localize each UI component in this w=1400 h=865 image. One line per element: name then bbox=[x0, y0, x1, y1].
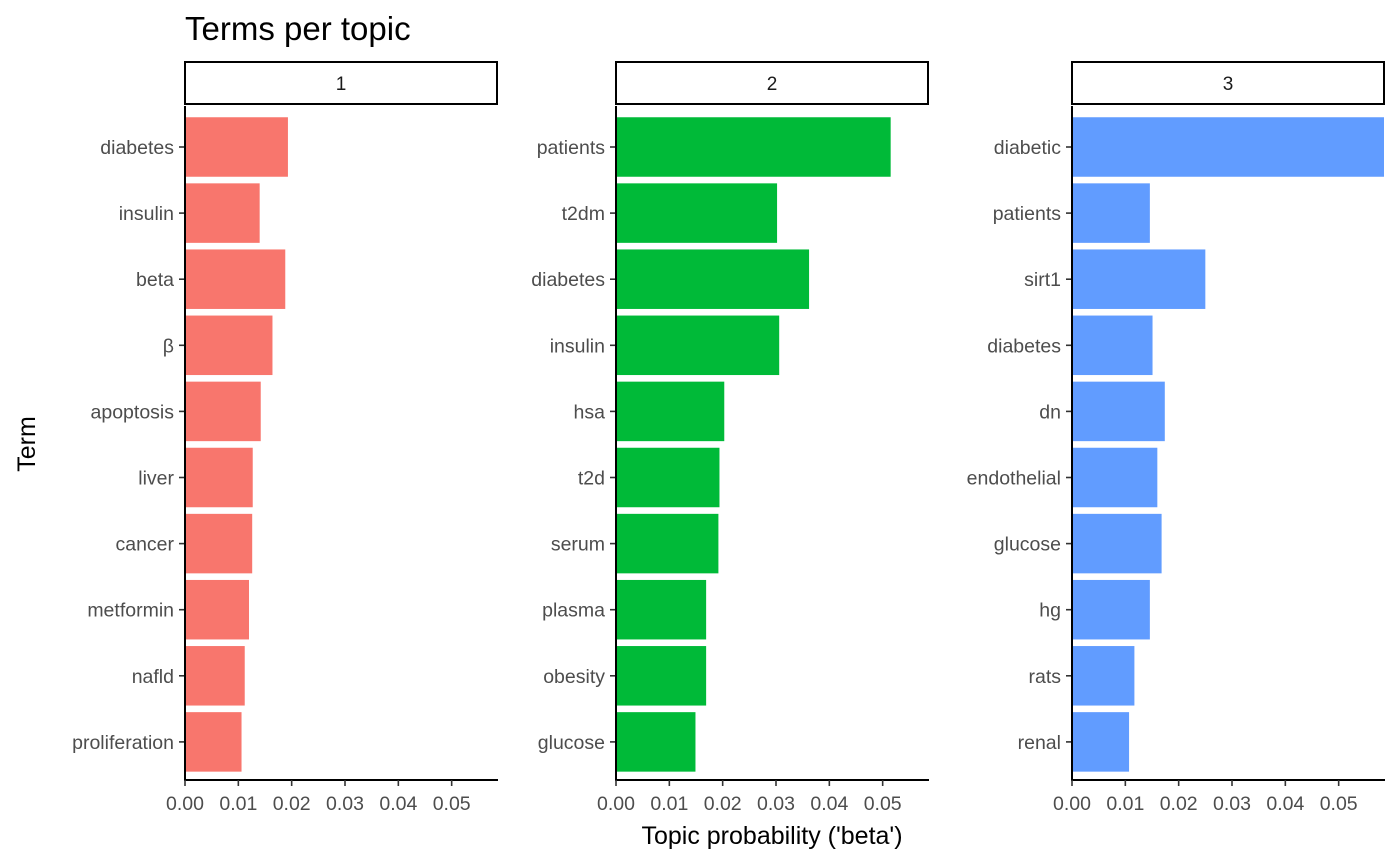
bar bbox=[1072, 579, 1150, 640]
x-tick-label: 0.04 bbox=[379, 793, 417, 815]
x-axis-title: Topic probability ('beta') bbox=[641, 822, 902, 850]
bar bbox=[185, 646, 245, 706]
bar bbox=[1072, 183, 1150, 243]
x-tick-label: 0.04 bbox=[810, 793, 848, 815]
y-tick-label: hg bbox=[1039, 600, 1061, 622]
y-tick-label: dn bbox=[1039, 401, 1061, 423]
x-tick-label: 0.02 bbox=[273, 793, 311, 815]
x-tick-label: 0.01 bbox=[650, 793, 688, 815]
facet-strip bbox=[184, 61, 498, 105]
facet-strip bbox=[615, 61, 929, 105]
x-tick-label: 0.01 bbox=[1106, 793, 1144, 815]
x-tick-label: 0.00 bbox=[166, 793, 204, 815]
facet-strip-label: 1 bbox=[336, 74, 347, 95]
bar bbox=[616, 646, 707, 706]
bar bbox=[1072, 117, 1384, 177]
bar bbox=[616, 579, 707, 640]
x-tick-label: 0.00 bbox=[597, 793, 635, 815]
bar bbox=[1072, 447, 1158, 508]
bar bbox=[1072, 315, 1153, 376]
x-tick-label: 0.03 bbox=[757, 793, 795, 815]
bar bbox=[1072, 646, 1135, 706]
y-tick-label: glucose bbox=[538, 732, 605, 754]
bar bbox=[616, 183, 778, 243]
y-tick-label: patients bbox=[993, 203, 1062, 225]
chart-title: Terms per topic bbox=[185, 10, 411, 47]
y-tick-label: proliferation bbox=[72, 732, 174, 754]
bar bbox=[185, 712, 242, 772]
bar bbox=[185, 117, 288, 177]
y-tick-label: endothelial bbox=[967, 468, 1061, 490]
y-tick-label: cancer bbox=[115, 534, 174, 556]
y-axis-title: Term bbox=[13, 416, 41, 472]
y-tick-label: metformin bbox=[87, 600, 174, 622]
y-tick-label: glucose bbox=[994, 534, 1061, 556]
bar bbox=[185, 579, 249, 640]
y-tick-label: hsa bbox=[574, 401, 606, 423]
bar bbox=[616, 117, 891, 177]
bar bbox=[1072, 249, 1206, 309]
y-tick-label: t2dm bbox=[562, 203, 605, 225]
x-tick-label: 0.05 bbox=[433, 793, 471, 815]
x-tick-label: 0.05 bbox=[1320, 793, 1358, 815]
bar bbox=[616, 315, 780, 376]
y-tick-label: sirt1 bbox=[1024, 269, 1061, 291]
y-tick-label: diabetes bbox=[100, 137, 174, 159]
x-tick-label: 0.05 bbox=[864, 793, 902, 815]
bar bbox=[616, 712, 696, 772]
facet-strip-label: 3 bbox=[1223, 74, 1234, 95]
bar bbox=[616, 249, 810, 309]
y-tick-label: renal bbox=[1018, 732, 1061, 754]
y-tick-label: diabetes bbox=[531, 269, 605, 291]
facet-strip-label: 2 bbox=[767, 74, 778, 95]
bar bbox=[1072, 381, 1165, 442]
y-tick-label: diabetic bbox=[994, 137, 1061, 159]
y-tick-label: diabetes bbox=[987, 335, 1061, 357]
facet-panels: 1 diabetes insulin beta β apoptosis liver cance… bbox=[72, 61, 1385, 815]
x-tick-label: 0.00 bbox=[1053, 793, 1091, 815]
bar bbox=[1072, 712, 1130, 772]
y-tick-label: rats bbox=[1028, 666, 1061, 688]
y-tick-label: β bbox=[163, 335, 174, 357]
y-tick-label: obesity bbox=[543, 666, 605, 688]
y-tick-label: serum bbox=[551, 534, 605, 556]
x-tick-label: 0.01 bbox=[219, 793, 257, 815]
x-tick-label: 0.03 bbox=[1213, 793, 1251, 815]
bar bbox=[616, 513, 719, 574]
bar bbox=[616, 381, 725, 442]
y-tick-label: insulin bbox=[119, 203, 174, 225]
y-tick-label: insulin bbox=[550, 335, 605, 357]
y-tick-label: liver bbox=[138, 468, 174, 490]
bar bbox=[1072, 513, 1162, 574]
x-tick-label: 0.03 bbox=[326, 793, 364, 815]
x-tick-label: 0.02 bbox=[704, 793, 742, 815]
bar bbox=[185, 513, 253, 574]
facet-strip bbox=[1071, 61, 1385, 105]
y-tick-label: plasma bbox=[542, 600, 605, 622]
bar bbox=[616, 447, 720, 508]
x-tick-label: 0.02 bbox=[1160, 793, 1198, 815]
y-tick-label: t2d bbox=[578, 468, 605, 490]
y-tick-label: beta bbox=[136, 269, 174, 291]
bar bbox=[185, 183, 260, 243]
y-tick-label: patients bbox=[537, 137, 606, 159]
bar bbox=[185, 381, 261, 442]
bar bbox=[185, 249, 286, 309]
bar bbox=[185, 447, 253, 508]
y-tick-label: nafld bbox=[132, 666, 174, 688]
bar bbox=[185, 315, 273, 376]
x-tick-label: 0.04 bbox=[1266, 793, 1304, 815]
y-tick-label: apoptosis bbox=[91, 401, 175, 423]
